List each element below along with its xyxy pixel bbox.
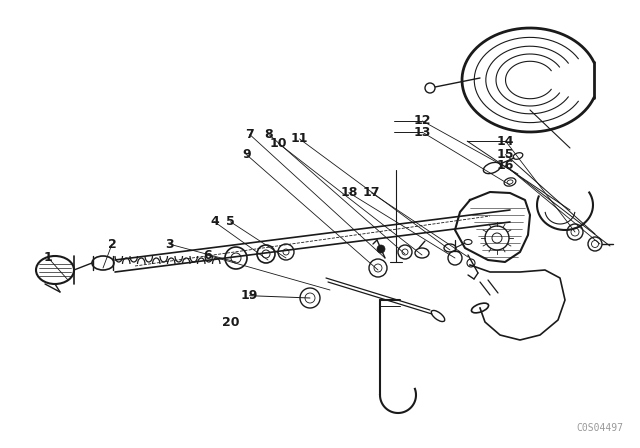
Text: 11: 11 bbox=[291, 132, 308, 146]
Text: 8: 8 bbox=[264, 128, 273, 141]
Circle shape bbox=[377, 245, 385, 253]
Text: 15: 15 bbox=[497, 148, 515, 161]
Text: 7: 7 bbox=[245, 128, 254, 141]
Text: 2: 2 bbox=[108, 237, 116, 251]
Text: 18: 18 bbox=[340, 186, 358, 199]
Text: 20: 20 bbox=[221, 316, 239, 329]
Text: 6: 6 bbox=[204, 249, 212, 262]
Text: 14: 14 bbox=[497, 134, 515, 148]
Text: 4: 4 bbox=[210, 215, 219, 228]
Text: 9: 9 bbox=[242, 148, 251, 161]
Text: 17: 17 bbox=[362, 186, 380, 199]
Circle shape bbox=[425, 83, 435, 93]
Text: 5: 5 bbox=[226, 215, 235, 228]
Text: C0S04497: C0S04497 bbox=[577, 423, 623, 433]
Text: 16: 16 bbox=[497, 159, 515, 172]
Text: 13: 13 bbox=[413, 125, 431, 139]
Text: 1: 1 bbox=[44, 251, 52, 264]
Text: 10: 10 bbox=[269, 137, 287, 150]
Text: 12: 12 bbox=[413, 114, 431, 128]
Text: 19: 19 bbox=[241, 289, 259, 302]
Text: 3: 3 bbox=[165, 237, 174, 251]
